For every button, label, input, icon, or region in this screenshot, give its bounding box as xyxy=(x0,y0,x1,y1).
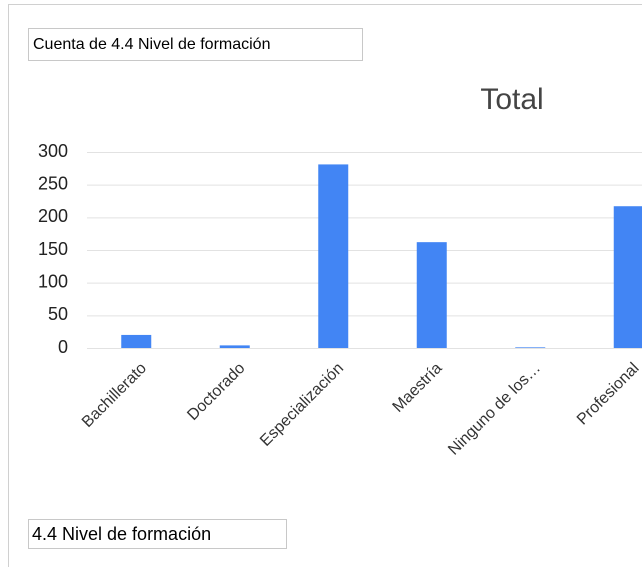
y-tick-label: 50 xyxy=(48,304,68,324)
y-tick-label: 300 xyxy=(38,141,68,161)
field-button[interactable] xyxy=(28,28,363,61)
bar xyxy=(121,334,152,348)
axis-field-button[interactable] xyxy=(28,519,287,549)
axis-field-button-label: 4.4 Nivel de formación xyxy=(32,524,211,544)
y-tick-label: 100 xyxy=(38,271,68,291)
y-tick-label: 250 xyxy=(38,173,68,193)
bar xyxy=(613,206,642,348)
chart-title: Total xyxy=(480,83,543,116)
y-tick-label: 200 xyxy=(38,206,68,226)
bar xyxy=(416,242,447,348)
y-tick-label: 0 xyxy=(58,337,68,357)
bar xyxy=(515,347,546,348)
field-button-label: Cuenta de 4.4 Nivel de formación xyxy=(33,36,270,53)
y-tick-label: 150 xyxy=(38,239,68,259)
bar xyxy=(219,345,250,348)
bar xyxy=(318,164,349,348)
